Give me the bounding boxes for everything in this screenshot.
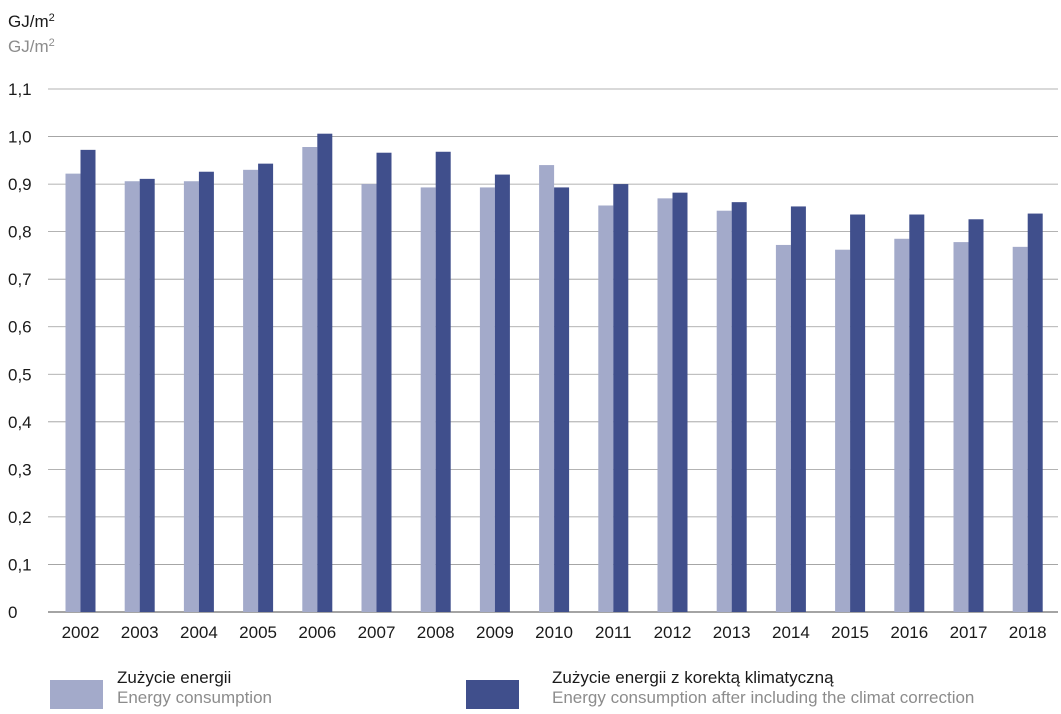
x-tick-label: 2007 xyxy=(358,623,396,642)
x-tick-label: 2011 xyxy=(595,623,632,642)
bar-climate-corrected-2018 xyxy=(1027,213,1043,612)
bar-energy-consumption-2004 xyxy=(183,181,199,613)
bar-energy-consumption-2003 xyxy=(124,181,140,613)
bar-climate-corrected-2016 xyxy=(909,214,925,612)
bar-climate-corrected-2014 xyxy=(790,206,806,613)
y-axis-unit-label-english: GJ/m2 xyxy=(8,37,55,56)
x-tick-label: 2004 xyxy=(180,623,218,642)
bar-energy-consumption-2013 xyxy=(716,210,732,612)
bar-climate-corrected-2009 xyxy=(494,174,510,612)
x-tick-label: 2002 xyxy=(62,623,100,642)
bar-climate-corrected-2011 xyxy=(613,184,629,612)
bar-climate-corrected-2012 xyxy=(672,192,688,612)
bar-climate-corrected-2002 xyxy=(80,149,96,612)
x-tick-label: 2012 xyxy=(654,623,692,642)
x-tick-label: 2010 xyxy=(535,623,573,642)
bar-climate-corrected-2004 xyxy=(198,171,214,612)
x-tick-label: 2006 xyxy=(298,623,336,642)
y-tick-label: 0,3 xyxy=(8,460,32,479)
bar-climate-corrected-2010 xyxy=(554,187,570,612)
y-tick-label: 0,2 xyxy=(8,508,32,527)
legend-label-climate-corrected-english: Energy consumption after including the c… xyxy=(552,688,975,707)
x-tick-label: 2016 xyxy=(890,623,928,642)
y-tick-label: 1,1 xyxy=(8,80,32,99)
x-tick-label: 2003 xyxy=(121,623,159,642)
x-tick-label: 2017 xyxy=(950,623,988,642)
y-tick-label: 0,4 xyxy=(8,413,32,432)
bar-climate-corrected-2007 xyxy=(376,152,392,612)
legend-label-climate-corrected: Zużycie energii z korektą klimatyczną xyxy=(552,668,834,687)
x-tick-label: 2013 xyxy=(713,623,751,642)
bar-climate-corrected-2008 xyxy=(435,151,451,612)
bar-climate-corrected-2017 xyxy=(968,219,984,613)
bar-energy-consumption-2011 xyxy=(598,205,614,612)
y-tick-label: 0,1 xyxy=(8,555,32,574)
bar-energy-consumption-2007 xyxy=(361,184,377,612)
bar-energy-consumption-2018 xyxy=(1012,246,1028,613)
bar-energy-consumption-2009 xyxy=(479,187,495,612)
bar-energy-consumption-2012 xyxy=(657,198,673,612)
y-tick-label: 0,8 xyxy=(8,223,32,242)
bar-climate-corrected-2005 xyxy=(258,163,274,612)
x-tick-label: 2009 xyxy=(476,623,514,642)
y-tick-label: 0,9 xyxy=(8,175,32,194)
legend-label-energy-consumption: Zużycie energii xyxy=(117,668,232,687)
bar-energy-consumption-2016 xyxy=(894,238,910,612)
bar-climate-corrected-2003 xyxy=(139,178,155,613)
y-axis-ticks: 0 0,1 0,2 0,3 0,4 0,5 0,6 0,7 0,8 0,9 1,0 1,1 xyxy=(8,80,32,622)
x-tick-label: 2018 xyxy=(1009,623,1047,642)
bar-climate-corrected-2006 xyxy=(317,133,333,612)
legend-swatch-energy-consumption xyxy=(50,680,103,709)
bar-energy-consumption-2008 xyxy=(420,187,436,612)
bar-energy-consumption-2015 xyxy=(835,249,851,612)
y-tick-label: 1,0 xyxy=(8,128,32,147)
bar-energy-consumption-2014 xyxy=(775,244,791,612)
legend-swatch-climate-corrected xyxy=(466,680,519,709)
x-tick-label: 2014 xyxy=(772,623,810,642)
bars xyxy=(65,133,1043,613)
x-tick-label: 2005 xyxy=(239,623,277,642)
x-tick-label: 2015 xyxy=(831,623,869,642)
y-tick-label: 0,5 xyxy=(8,365,32,384)
y-tick-label: 0 xyxy=(8,603,17,622)
y-tick-label: 0,6 xyxy=(8,318,32,337)
bar-energy-consumption-2006 xyxy=(302,147,318,613)
y-axis-unit-label: GJ/m2 xyxy=(8,12,55,31)
bar-energy-consumption-2010 xyxy=(539,165,555,612)
bar-energy-consumption-2002 xyxy=(65,173,81,612)
bar-energy-consumption-2005 xyxy=(243,169,259,612)
bar-climate-corrected-2015 xyxy=(850,214,866,612)
y-tick-label: 0,7 xyxy=(8,270,32,289)
bar-climate-corrected-2013 xyxy=(731,202,747,612)
x-tick-label: 2008 xyxy=(417,623,455,642)
legend-label-energy-consumption-english: Energy consumption xyxy=(117,688,272,707)
bar-energy-consumption-2017 xyxy=(953,242,969,612)
x-axis-ticks: 2002 2003 2004 2005 2006 2007 2008 2009 2010 2011… xyxy=(62,623,1047,642)
